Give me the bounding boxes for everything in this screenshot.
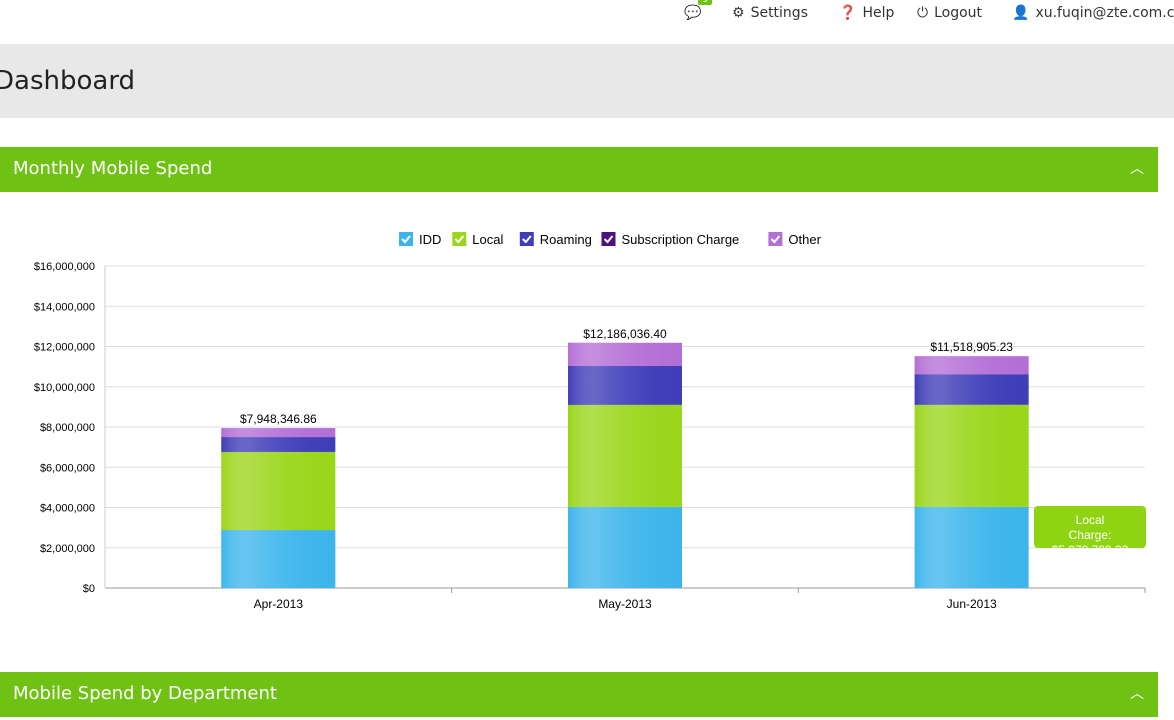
bar-shine [221,530,336,588]
panel-monthly-spend-header[interactable]: Monthly Mobile Spend ︿ [0,147,1158,192]
y-tick-label: $14,000,000 [34,301,95,313]
legend-checkbox[interactable] [399,232,413,246]
top-bar: 💬 9 ⚙ Settings ❓ Help ⏻ Logout 👤 xu.fuqin@zt… [0,0,1174,44]
x-tick-label: May-2013 [598,597,652,611]
check-icon [603,235,614,244]
x-tick-label: Apr-2013 [254,597,304,611]
settings-label: Settings [750,5,808,21]
y-tick-label: $6,000,000 [40,462,95,474]
y-tick-label: $10,000,000 [34,382,95,394]
legend-checkbox[interactable] [601,232,616,246]
page-title: Dashboard [0,66,136,96]
check-icon [522,235,532,244]
legend-item-label[interactable]: Subscription Charge [622,232,740,247]
help-link[interactable]: ❓ Help [839,5,894,21]
panel-department-spend-header[interactable]: Mobile Spend by Department ︿ [0,672,1158,717]
bar-shine [221,437,336,452]
messages-button[interactable]: 💬 [684,5,701,21]
bar-total-label: $11,518,905.23 [930,340,1013,354]
bar-total-label: $7,948,346.86 [240,412,317,426]
legend-checkbox[interactable] [768,232,783,246]
bar-shine [568,506,682,588]
tooltip-series: Local [1075,513,1105,527]
bar-shine [568,366,682,405]
check-icon [770,235,781,244]
user-label: xu.fuqin@zte.com.cn [1035,5,1174,21]
bar-shine [914,404,1029,507]
y-tick-label: $2,000,000 [40,543,95,555]
gear-icon: ⚙ [732,5,745,21]
bar-shine [914,374,1029,405]
check-icon [454,235,465,244]
power-icon: ⏻ [917,5,929,21]
x-tick-label: Jun-2013 [947,597,997,611]
check-icon [401,235,411,244]
legend-checkbox[interactable] [452,232,467,246]
y-tick-label: $12,000,000 [34,342,95,354]
user-menu[interactable]: 👤 xu.fuqin@zte.com.cn [1012,5,1174,21]
logout-link[interactable]: ⏻ Logout [917,5,982,21]
panel-title: Monthly Mobile Spend [13,158,213,179]
legend-item-label[interactable]: IDD [419,232,441,247]
legend-checkbox[interactable] [519,232,534,246]
messages-badge: 9 [698,0,713,5]
panel-title: Mobile Spend by Department [13,683,277,704]
legend-item-label[interactable]: Local [472,232,503,247]
chevron-up-icon[interactable]: ︿ [1130,161,1144,177]
y-tick-label: $4,000,000 [40,503,95,515]
bar-shine [914,356,1029,375]
tooltip-text: Charge: $5,073,799.32 [1051,528,1129,557]
user-icon: 👤 [1012,5,1030,21]
chart-tooltip: Local Charge: $5,073,799.32 [1034,506,1146,557]
bar-total-label: $12,186,036.40 [583,327,667,341]
page-header: Dashboard [0,44,1174,118]
logout-label: Logout [934,5,983,21]
bar-shine [221,428,336,438]
y-tick-label: $16,000,000 [34,261,95,273]
bar-shine [221,451,336,531]
bar-shine [568,342,682,367]
chat-icon: 💬 [684,5,702,21]
bar-shine [914,506,1029,588]
help-icon: ❓ [839,5,857,21]
y-tick-label: $0 [83,583,95,595]
settings-link[interactable]: ⚙ Settings [732,5,808,21]
y-tick-label: $8,000,000 [40,422,95,434]
help-label: Help [862,5,895,21]
legend-item-label[interactable]: Other [788,232,821,247]
chevron-up-icon[interactable]: ︿ [1130,686,1144,702]
legend-item-label[interactable]: Roaming [540,232,592,247]
monthly-spend-chart: $0 $2,000,000 $4,000,000 $6,000,000 $8,000,0… [34,232,1146,611]
bar-shine [568,404,682,507]
